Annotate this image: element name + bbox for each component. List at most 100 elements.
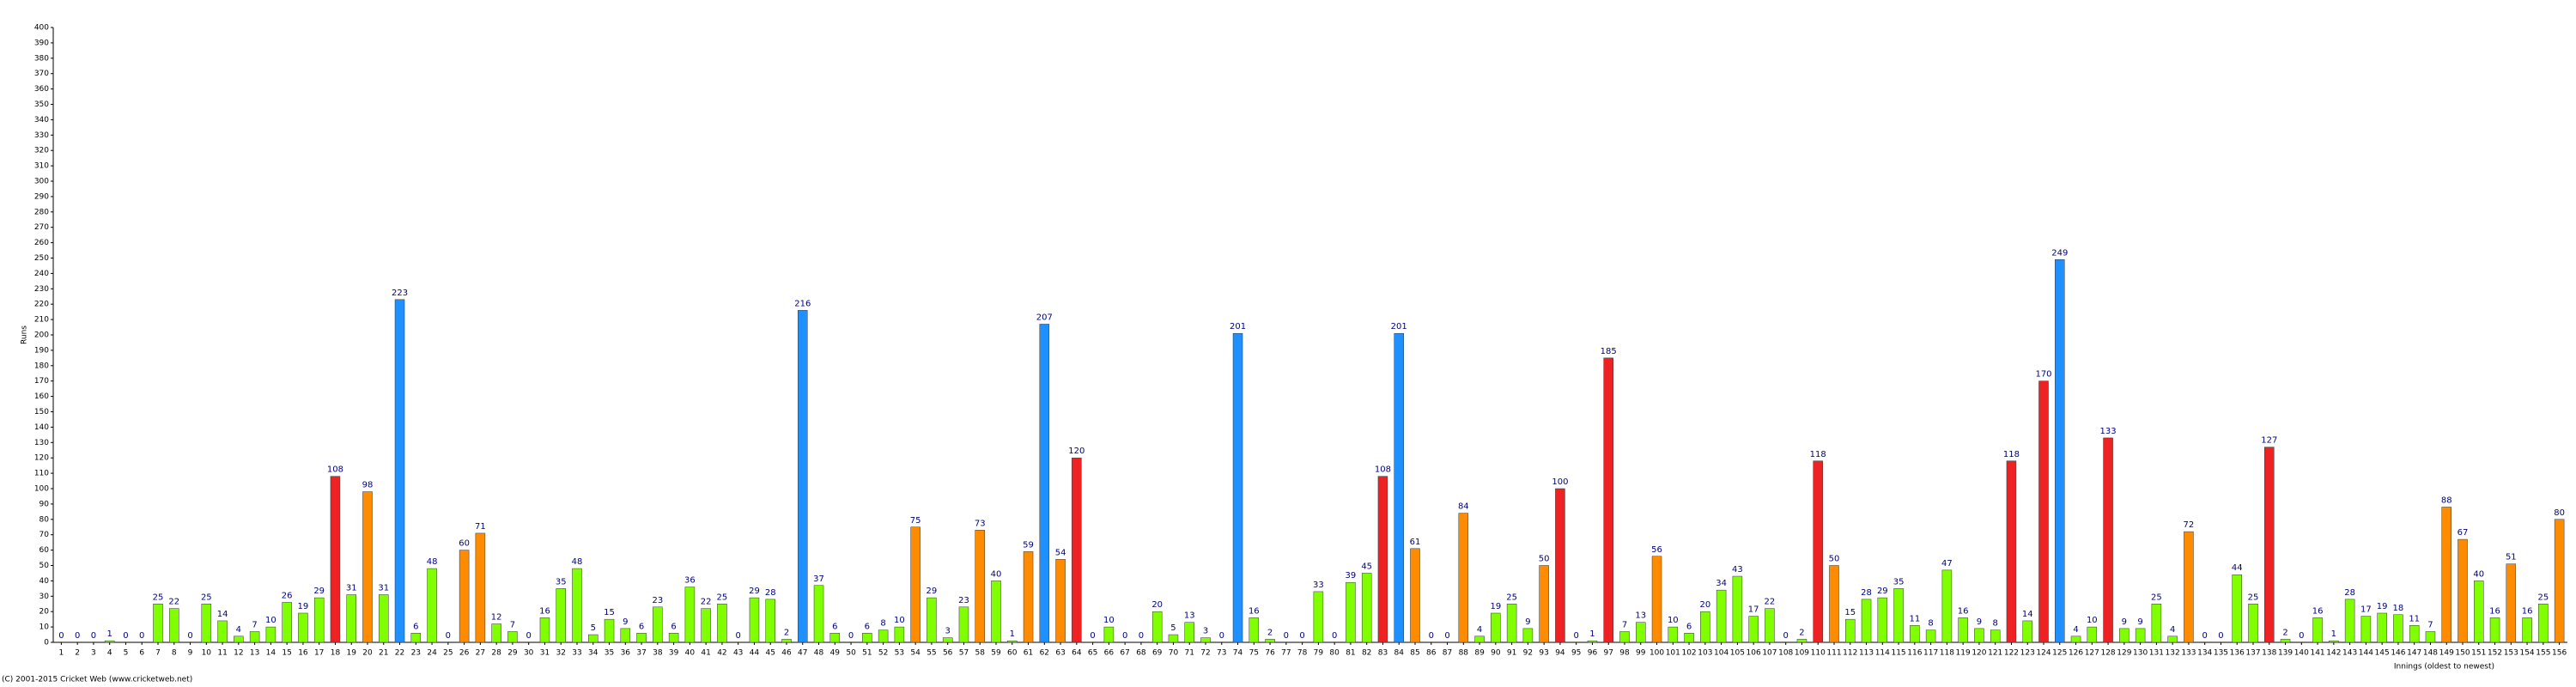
value-label: 51 — [2506, 553, 2517, 562]
value-label: 16 — [1249, 606, 1260, 616]
y-tick-label: 210 — [34, 316, 49, 325]
bar — [1232, 332, 1243, 643]
x-tick-label: 142 — [2326, 649, 2341, 658]
bar — [2441, 507, 2451, 643]
y-axis-title: Runs — [21, 325, 29, 344]
y-tick-label: 160 — [34, 392, 49, 401]
value-label: 25 — [717, 593, 728, 602]
x-tick-label: 92 — [1523, 649, 1533, 658]
bar — [2184, 531, 2194, 643]
y-tick-label: 370 — [34, 70, 49, 78]
bar — [1346, 581, 1356, 643]
x-tick-label: 5 — [124, 649, 129, 658]
x-tick-label: 22 — [395, 649, 404, 658]
y-tick-label: 220 — [34, 301, 49, 309]
x-tick-label: 65 — [1088, 649, 1097, 658]
x-tick-label: 33 — [572, 649, 581, 658]
bar — [1522, 628, 1534, 643]
value-label: 0 — [1219, 631, 1224, 641]
x-tick-label: 17 — [314, 649, 324, 658]
value-label: 1 — [1589, 629, 1595, 639]
bar — [894, 626, 905, 643]
bar — [927, 597, 937, 643]
y-tick-label: 150 — [34, 408, 49, 416]
x-tick-label: 71 — [1185, 649, 1194, 658]
value-label: 10 — [2087, 616, 2098, 625]
x-tick-label: 66 — [1104, 649, 1115, 658]
x-tick-label: 100 — [1649, 649, 1664, 658]
x-tick-label: 150 — [2455, 649, 2470, 658]
bar — [1539, 565, 1549, 643]
x-tick-label: 27 — [476, 649, 485, 658]
value-label: 71 — [475, 522, 486, 532]
x-tick-label: 123 — [2020, 649, 2035, 658]
value-label: 37 — [813, 575, 824, 584]
bar — [991, 581, 1001, 643]
bar — [1055, 559, 1066, 643]
x-tick-label: 124 — [2036, 649, 2050, 658]
x-tick-label: 153 — [2504, 649, 2518, 658]
bar — [2393, 614, 2403, 643]
bar — [878, 629, 889, 643]
x-tick-label: 37 — [636, 649, 646, 658]
value-label: 0 — [1090, 631, 1095, 641]
y-tick-label: 0 — [44, 639, 49, 647]
value-label: 59 — [1023, 540, 1034, 550]
bar — [975, 530, 985, 643]
x-tick-label: 115 — [1891, 649, 1905, 658]
x-tick-label: 138 — [2262, 649, 2276, 658]
value-label: 29 — [313, 587, 325, 596]
value-label: 0 — [1332, 631, 1337, 641]
bar — [1941, 569, 1953, 643]
bar — [2232, 574, 2242, 643]
y-tick-label: 70 — [39, 531, 50, 539]
x-tick-label: 54 — [910, 649, 920, 658]
bar — [1974, 628, 1984, 643]
x-tick-label: 8 — [172, 649, 177, 658]
value-label: 201 — [1230, 322, 1246, 331]
x-tick-label: 105 — [1730, 649, 1745, 658]
bar — [684, 587, 696, 643]
bar — [491, 623, 501, 643]
value-label: 43 — [1732, 565, 1743, 575]
value-label: 25 — [2537, 593, 2549, 602]
x-tick-label: 3 — [91, 649, 96, 658]
value-label: 0 — [1429, 631, 1434, 641]
value-label: 47 — [1941, 559, 1953, 568]
x-tick-label: 95 — [1571, 649, 1581, 658]
value-label: 22 — [701, 598, 712, 607]
x-tick-label: 20 — [362, 649, 373, 658]
x-tick-label: 136 — [2230, 649, 2245, 658]
value-label: 3 — [1203, 627, 1208, 636]
bar — [1103, 626, 1115, 643]
bar — [556, 588, 566, 643]
x-tick-label: 2 — [75, 649, 80, 658]
y-tick-label: 110 — [34, 470, 49, 478]
value-label: 80 — [2554, 508, 2565, 518]
value-label: 9 — [623, 617, 628, 627]
bar — [1361, 573, 1372, 643]
value-label: 26 — [282, 591, 293, 600]
value-label: 84 — [1458, 502, 1469, 512]
bar — [362, 491, 373, 643]
x-tick-label: 67 — [1120, 649, 1129, 658]
value-label: 0 — [1122, 631, 1127, 641]
bar — [2070, 635, 2081, 643]
y-tick-label: 310 — [34, 162, 49, 171]
value-label: 16 — [1958, 606, 1969, 616]
value-label: 25 — [2248, 593, 2259, 602]
x-tick-label: 61 — [1024, 649, 1033, 658]
x-tick-label: 90 — [1491, 649, 1501, 658]
x-tick-label: 40 — [685, 649, 696, 658]
value-label: 4 — [236, 625, 241, 635]
y-tick-label: 50 — [39, 562, 50, 570]
bar — [2103, 437, 2113, 643]
value-label: 0 — [1574, 631, 1579, 641]
bar — [169, 608, 179, 643]
x-tick-label: 16 — [298, 649, 308, 658]
bar — [1861, 599, 1872, 643]
bar — [781, 639, 792, 643]
x-tick-label: 113 — [1859, 649, 1874, 658]
value-label: 0 — [187, 631, 192, 641]
